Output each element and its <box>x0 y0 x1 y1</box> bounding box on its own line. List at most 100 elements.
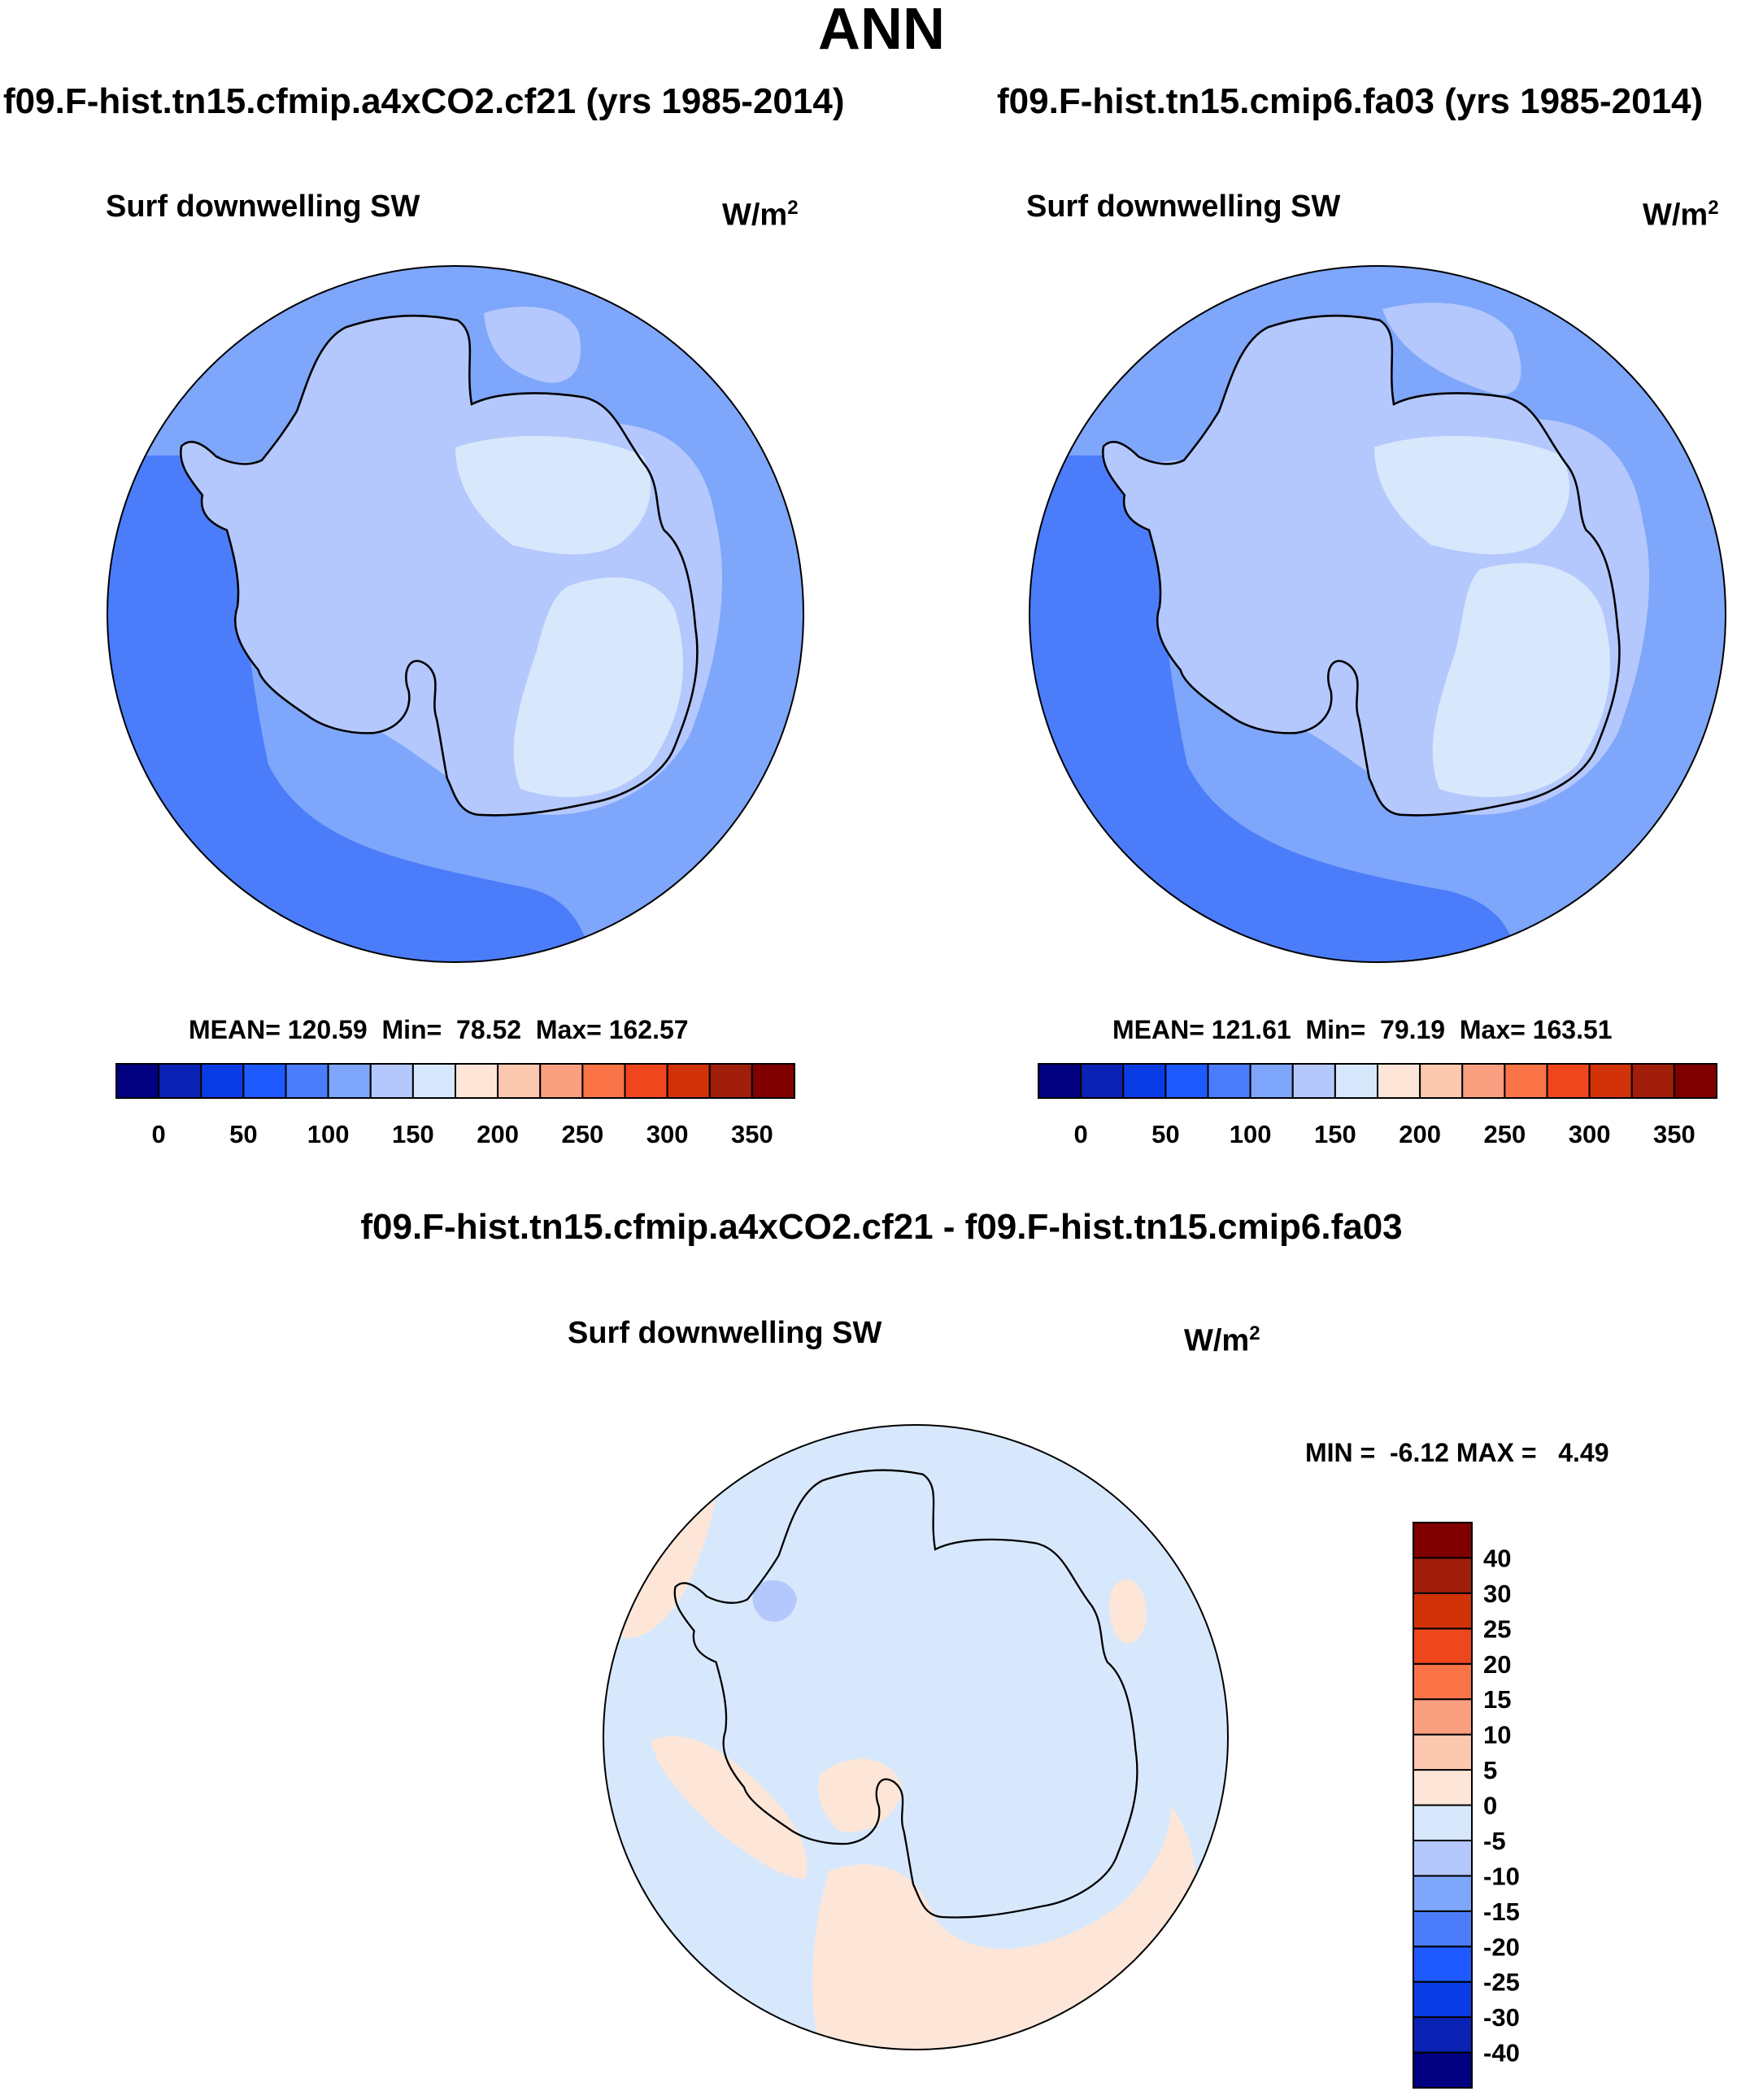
right-colorbar-swatch <box>1630 1063 1675 1099</box>
left-colorbar-swatch <box>158 1063 202 1099</box>
diff-map-negative-patch <box>752 1579 797 1622</box>
diff-colorbar-swatch <box>1413 1910 1473 1948</box>
left-colorbar-swatch <box>497 1063 542 1099</box>
left-map-border <box>107 265 804 963</box>
left-colorbar-swatch <box>242 1063 287 1099</box>
right-variable-label: Surf downwelling SW <box>1026 190 1341 224</box>
diff-map-border <box>603 1424 1229 2050</box>
diff-colorbar-tick-label: -20 <box>1483 1932 1520 1961</box>
right-map-border <box>1029 265 1726 963</box>
diff-colorbar-tick-label: 0 <box>1483 1792 1497 1820</box>
right-colorbar-swatch <box>1419 1063 1464 1099</box>
diff-colorbar-swatch <box>1413 1557 1473 1594</box>
right-map <box>1029 265 1726 963</box>
right-colorbar-swatch <box>1504 1063 1548 1099</box>
left-colorbar-tick-label: 100 <box>307 1120 350 1148</box>
right-colorbar-tick-label: 250 <box>1484 1120 1526 1148</box>
diff-colorbar-tick-label: -15 <box>1483 1897 1520 1926</box>
right-map-patch-north <box>1382 303 1521 395</box>
diff-colorbar-swatch <box>1413 1839 1473 1877</box>
left-colorbar-swatch <box>327 1063 372 1099</box>
right-colorbar-swatch <box>1377 1063 1421 1099</box>
diff-colorbar-swatch <box>1413 1980 1473 2019</box>
right-colorbar-swatch <box>1673 1063 1717 1099</box>
right-colorbar: 0 50 100 150 200 250 300 350 <box>1038 1063 1717 1148</box>
right-colorbar-tick-label: 300 <box>1569 1120 1611 1148</box>
diff-map-positive-patch-peninsula <box>818 1758 903 1832</box>
left-colorbar: 0 50 100 150 200 250 300 350 <box>115 1063 795 1148</box>
left-variable-label: Surf downwelling SW <box>106 190 420 224</box>
diff-colorbar-swatch <box>1413 1733 1473 1771</box>
diff-colorbar-swatch <box>1413 1875 1473 1912</box>
left-colorbar-tick-label: 200 <box>477 1120 519 1148</box>
diff-colorbar-tick-label: -10 <box>1483 1862 1520 1890</box>
diff-colorbar-swatch <box>1413 1804 1473 1841</box>
diff-map-positive-patch-ne <box>1109 1579 1147 1644</box>
diff-colorbar-tick-label: 25 <box>1483 1614 1511 1643</box>
left-colorbar-swatch <box>285 1063 329 1099</box>
right-colorbar-tick-label: 200 <box>1399 1120 1441 1148</box>
right-colorbar-swatch <box>1461 1063 1506 1099</box>
right-map-low-region <box>1030 455 1521 962</box>
right-map-plateau-north <box>1374 436 1569 555</box>
right-units-label: W/m2 <box>1643 197 1719 233</box>
diff-map-base-field <box>603 1425 1228 2050</box>
left-map-patch-north <box>484 307 581 383</box>
left-colorbar-swatch <box>411 1063 456 1099</box>
left-stats: MEAN= 120.59 Min= 78.52 Max= 162.57 <box>189 1015 689 1044</box>
diff-stats: MIN = -6.12 MAX = 4.49 <box>1305 1438 1609 1467</box>
left-colorbar-tick-label: 0 <box>152 1120 166 1148</box>
left-colorbar-swatch <box>539 1063 584 1099</box>
left-colorbar-tick-label: 300 <box>646 1120 689 1148</box>
right-colorbar-swatch <box>1080 1063 1125 1099</box>
right-colorbar-tick-label: 350 <box>1653 1120 1696 1148</box>
left-colorbar-tick-label: 150 <box>392 1120 434 1148</box>
right-case-title: f09.F-hist.tn15.cmip6.fa03 (yrs 1985-201… <box>997 81 1704 121</box>
diff-units-label: W/m2 <box>1184 1322 1260 1358</box>
diff-colorbar-swatch <box>1413 1592 1473 1630</box>
diff-colorbar-tick-label: 5 <box>1483 1756 1497 1784</box>
diff-colorbar-swatch <box>1413 1698 1473 1736</box>
diff-map <box>603 1424 1229 2050</box>
page-title: ANN <box>818 0 945 62</box>
left-colorbar-tick-label: 50 <box>229 1120 257 1148</box>
left-colorbar-swatch <box>581 1063 626 1099</box>
left-map-low-region <box>107 455 594 962</box>
left-case-title: f09.F-hist.tn15.cfmip.a4xCO2.cf21 (yrs 1… <box>3 81 845 121</box>
right-colorbar-tick-label: 100 <box>1230 1120 1272 1148</box>
right-colorbar-swatch <box>1164 1063 1209 1099</box>
left-units-label: W/m2 <box>722 197 799 233</box>
diff-case-title: f09.F-hist.tn15.cfmip.a4xCO2.cf21 - f09.… <box>360 1207 1403 1247</box>
diff-colorbar-tick-label: 20 <box>1483 1650 1511 1679</box>
left-colorbar-swatch <box>455 1063 499 1099</box>
diff-variable-label: Surf downwelling SW <box>568 1316 882 1350</box>
right-colorbar-swatch <box>1334 1063 1378 1099</box>
right-colorbar-swatch <box>1546 1063 1591 1099</box>
right-colorbar-swatch <box>1122 1063 1167 1099</box>
diff-colorbar-swatch <box>1413 1769 1473 1806</box>
diff-colorbar-tick-label: -5 <box>1483 1827 1506 1855</box>
diff-colorbar-tick-label: 40 <box>1483 1544 1511 1572</box>
right-colorbar-tick-label: 0 <box>1074 1120 1088 1148</box>
diff-colorbar-swatch <box>1413 1522 1473 1559</box>
left-map <box>107 265 804 963</box>
diff-colorbar: -40 -30 -25 -20 -15 -10 -5 0 5 10 15 20 25 30 40 <box>1413 1522 1520 2089</box>
right-colorbar-swatch <box>1207 1063 1252 1099</box>
right-colorbar-tick-label: 150 <box>1314 1120 1356 1148</box>
diff-colorbar-tick-label: 10 <box>1483 1721 1511 1749</box>
left-map-plateau-north <box>455 436 651 555</box>
left-colorbar-swatch <box>708 1063 753 1099</box>
right-colorbar-swatch <box>1249 1063 1294 1099</box>
left-colorbar-tick-label: 250 <box>562 1120 604 1148</box>
right-map-plateau-east <box>1432 563 1610 797</box>
left-colorbar-swatch <box>624 1063 668 1099</box>
left-colorbar-swatch <box>666 1063 711 1099</box>
left-colorbar-swatch <box>200 1063 245 1099</box>
diff-colorbar-tick-label: 30 <box>1483 1579 1511 1608</box>
right-colorbar-swatch <box>1588 1063 1633 1099</box>
left-map-plateau-east <box>513 577 683 797</box>
diff-colorbar-tick-label: 15 <box>1483 1685 1511 1714</box>
right-colorbar-tick-label: 50 <box>1151 1120 1179 1148</box>
diff-colorbar-tick-label: -25 <box>1483 1968 1520 1997</box>
